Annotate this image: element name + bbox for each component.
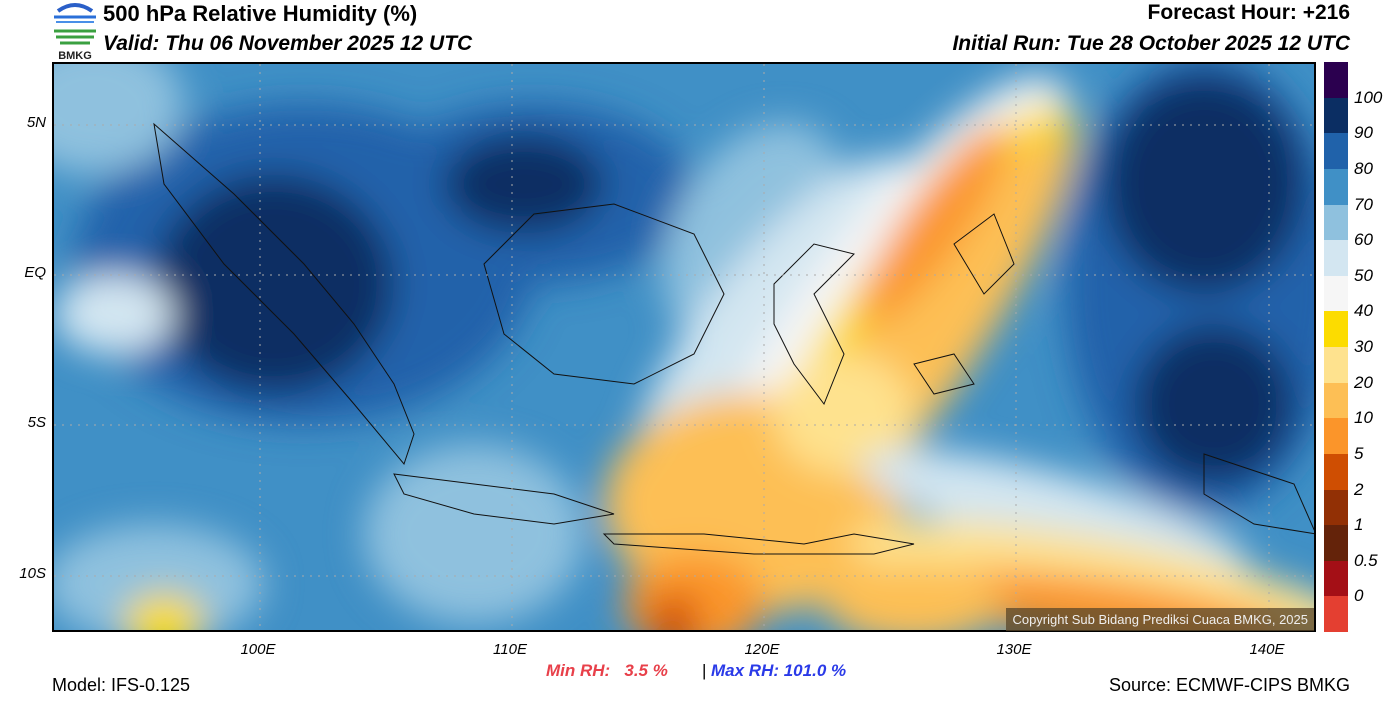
bmkg-logo: BMKG [50, 1, 100, 62]
colorbar-label: 100 [1354, 87, 1383, 107]
colorbar-label: 0.5 [1354, 550, 1378, 570]
colorbar-swatch [1324, 97, 1348, 134]
colorbar-label: 0 [1354, 586, 1364, 606]
lon-label-120e: 120E [744, 641, 780, 658]
stats-separator: | [702, 661, 707, 680]
colorbar-swatch [1324, 240, 1348, 276]
lon-label-100e: 100E [240, 641, 276, 658]
colorbar-label: 70 [1354, 194, 1373, 214]
colorbar-label: 90 [1354, 123, 1373, 143]
svg-text:BMKG: BMKG [58, 50, 92, 61]
lat-label-10s: 10S [19, 565, 46, 582]
colorbar-swatch [1324, 525, 1348, 561]
copyright-notice: Copyright Sub Bidang Prediksi Cuaca BMKG… [1006, 608, 1314, 631]
colorbar-swatch [1324, 596, 1348, 632]
lon-label-110e: 110E [493, 641, 527, 658]
colorbar-swatch [1324, 382, 1348, 419]
lon-label-130e: 130E [996, 641, 1032, 658]
colorbar-label: 2 [1354, 479, 1364, 499]
lat-label-eq: EQ [24, 264, 46, 281]
colorbar-swatch [1324, 168, 1348, 205]
source-label: Source: ECMWF-CIPS BMKG [1108, 675, 1350, 695]
colorbar-label: 20 [1354, 372, 1373, 392]
colorbar-swatch [1324, 311, 1348, 347]
lat-label-5n: 5N [26, 114, 46, 131]
initial-run: Initial Run: Tue 28 October 2025 12 UTC [952, 32, 1350, 55]
coastlines [153, 122, 1314, 555]
colorbar-swatch [1324, 347, 1348, 383]
colorbar-swatch [1324, 204, 1348, 241]
valid-time: Valid: Thu 06 November 2025 12 UTC [103, 32, 473, 55]
humidity-field [54, 64, 1314, 630]
min-rh: Min RH: 3.5 % [546, 661, 668, 680]
lat-label-5s: 5S [27, 414, 46, 431]
colorbar-swatch [1324, 560, 1348, 597]
colorbar-swatch [1324, 418, 1348, 454]
colorbar-label: 30 [1354, 337, 1373, 356]
colorbar-swatch [1324, 453, 1348, 490]
colorbar-label: 5 [1354, 443, 1364, 463]
max-rh: Max RH: 101.0 % [711, 661, 847, 680]
colorbar-label: 60 [1354, 230, 1373, 250]
model-label: Model: IFS-0.125 [52, 675, 191, 695]
colorbar [1324, 62, 1348, 632]
colorbar-label: 40 [1354, 301, 1373, 321]
humidity-map [52, 62, 1316, 632]
lon-label-140e: 140E [1249, 641, 1285, 658]
colorbar-label: 1 [1354, 515, 1364, 535]
colorbar-swatch [1324, 62, 1348, 98]
colorbar-swatch [1324, 489, 1348, 526]
forecast-hour: Forecast Hour: +216 [1147, 1, 1351, 24]
colorbar-swatch [1324, 275, 1348, 312]
colorbar-label: 50 [1354, 265, 1373, 285]
colorbar-label: 10 [1354, 408, 1373, 428]
graticule [54, 64, 1314, 630]
chart-title: 500 hPa Relative Humidity (%) [103, 1, 418, 26]
colorbar-label: 80 [1354, 158, 1373, 178]
colorbar-swatch [1324, 133, 1348, 169]
